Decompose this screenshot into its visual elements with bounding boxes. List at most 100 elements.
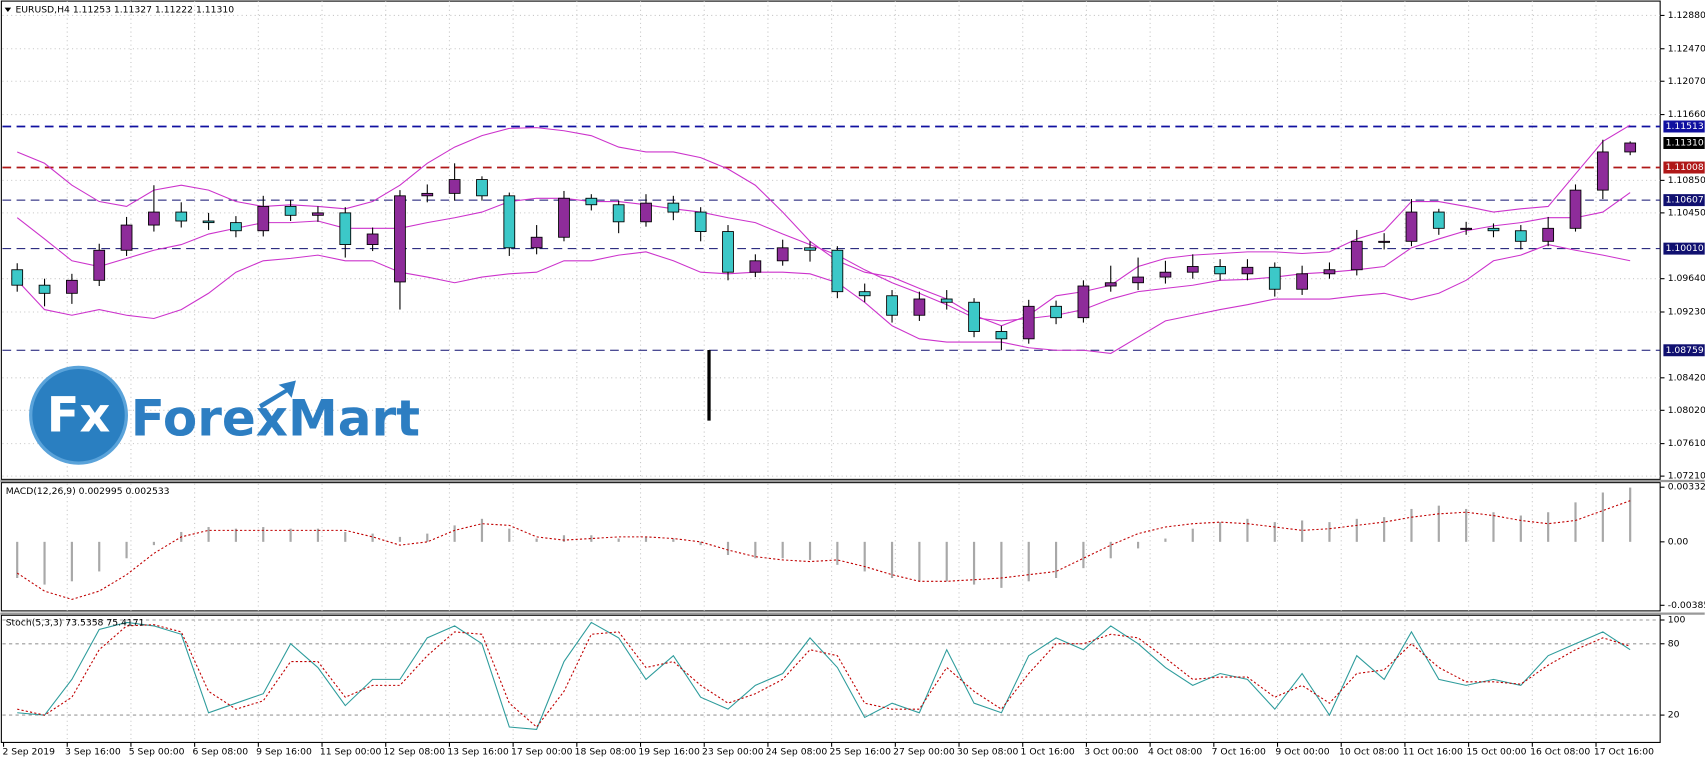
candle-body xyxy=(394,195,406,283)
candle-body xyxy=(312,212,324,216)
stoch-panel xyxy=(0,614,1661,743)
candle-body xyxy=(366,233,379,245)
x-tick-label: 19 Sep 16:00 xyxy=(638,747,700,758)
candle-body xyxy=(804,247,816,251)
candle-body xyxy=(1323,269,1336,275)
candle-body xyxy=(339,212,352,245)
watermark: Fx ForexMart xyxy=(29,365,420,465)
x-tick-label: 24 Sep 08:00 xyxy=(766,747,828,758)
y-tick-label: 1.07210 xyxy=(1668,471,1705,482)
candle-body xyxy=(421,192,434,197)
x-tick-label: 16 Oct 08:00 xyxy=(1530,747,1590,758)
candle-body xyxy=(1432,211,1445,229)
candle-body xyxy=(1350,240,1363,271)
y-tick-label: 1.09230 xyxy=(1668,307,1705,318)
candle-body xyxy=(1405,211,1418,242)
level-label-box xyxy=(1663,120,1705,133)
candle-body xyxy=(968,301,980,332)
level-label-box xyxy=(1663,161,1705,174)
candle-body xyxy=(776,247,789,262)
y-tick-label: 0.00 xyxy=(1668,536,1689,547)
x-tick-label: 15 Oct 00:00 xyxy=(1466,747,1526,758)
level-label: 1.10607 xyxy=(1666,195,1704,206)
candle-body xyxy=(558,197,570,238)
y-tick-label: 1.12070 xyxy=(1668,76,1705,87)
candle-body xyxy=(1460,227,1473,230)
candle-body xyxy=(1022,305,1035,340)
level-label-box xyxy=(1663,242,1705,255)
band-line xyxy=(17,124,1631,327)
y-tick-label: 1.09640 xyxy=(1668,273,1705,284)
candle-body xyxy=(694,211,707,232)
x-tick-label: 2 Sep 2019 xyxy=(2,747,55,758)
candle-body xyxy=(66,279,78,294)
candle-body xyxy=(1624,142,1637,153)
chart-title: EURUSD,H4 1.11253 1.11327 1.11222 1.1131… xyxy=(15,4,234,15)
y-tick-label: 1.10850 xyxy=(1668,175,1705,186)
candle-body xyxy=(257,205,270,232)
x-tick-label: 9 Sep 16:00 xyxy=(256,747,312,758)
x-tick-label: 11 Oct 16:00 xyxy=(1403,747,1463,758)
candle-body xyxy=(38,284,51,294)
x-tick-label: 6 Sep 08:00 xyxy=(192,747,248,758)
candle-body xyxy=(11,269,24,286)
x-tick-label: 4 Oct 08:00 xyxy=(1148,747,1202,758)
macd-title: MACD(12,26,9) 0.002995 0.002533 xyxy=(6,486,170,497)
main-panel xyxy=(0,0,1661,480)
candle-body xyxy=(1186,266,1199,273)
candle-body xyxy=(722,231,734,273)
x-tick-label: 10 Oct 08:00 xyxy=(1339,747,1399,758)
candle-body xyxy=(1569,189,1582,229)
candle-body xyxy=(612,204,625,223)
y-tick-label: 0.003321 xyxy=(1668,482,1705,493)
level-label: 1.11008 xyxy=(1666,162,1704,173)
candle-body xyxy=(1514,230,1527,242)
candle-body xyxy=(1378,240,1391,243)
candle-body xyxy=(93,249,106,281)
y-tick-label: -0.003859 xyxy=(1668,600,1705,611)
level-label: 1.08759 xyxy=(1666,345,1704,356)
candle-body xyxy=(1487,227,1500,232)
candle-body xyxy=(1542,227,1555,242)
candle-body xyxy=(230,222,242,232)
candle-body xyxy=(995,331,1008,340)
x-tick-label: 17 Sep 00:00 xyxy=(511,747,573,758)
candle-body xyxy=(940,298,953,303)
x-tick-label: 30 Sep 08:00 xyxy=(957,747,1019,758)
candle-body xyxy=(530,236,543,249)
candle-body xyxy=(1596,151,1609,191)
menu-arrow xyxy=(4,7,12,12)
candle-body xyxy=(1268,266,1281,290)
candle-body xyxy=(476,179,488,197)
y-tick-label: 1.08420 xyxy=(1668,372,1705,383)
x-tick-label: 9 Oct 00:00 xyxy=(1275,747,1329,758)
y-tick-label: 1.12470 xyxy=(1668,43,1705,54)
x-tick-label: 3 Oct 00:00 xyxy=(1084,747,1138,758)
y-tick-label: 1.08020 xyxy=(1668,405,1705,416)
stoch-title: Stoch(5,3,3) 73.5358 75.4171 xyxy=(6,617,145,628)
macd-panel xyxy=(0,482,1661,612)
y-tick-label: 1.07610 xyxy=(1668,438,1705,449)
logo-icon: Fx xyxy=(47,389,111,444)
last-price-label: 1.11310 xyxy=(1666,138,1704,149)
candle-body xyxy=(175,211,188,222)
candle-body xyxy=(1296,273,1308,290)
logo-circle xyxy=(29,365,129,465)
candle-body xyxy=(1159,271,1172,278)
candle-body xyxy=(448,179,461,194)
candle-body xyxy=(640,202,652,223)
candle-body xyxy=(202,220,215,224)
x-tick-label: 25 Sep 16:00 xyxy=(829,747,891,758)
candle-body xyxy=(858,291,871,297)
y-tick-label: 80 xyxy=(1668,638,1680,649)
candle-body xyxy=(1241,266,1254,275)
x-tick-label: 27 Sep 00:00 xyxy=(893,747,955,758)
x-tick-label: 7 Oct 16:00 xyxy=(1212,747,1266,758)
logo-arrow xyxy=(258,380,296,409)
candle-body xyxy=(148,211,160,226)
candle-body xyxy=(667,202,680,213)
level-label: 1.11513 xyxy=(1666,121,1704,132)
